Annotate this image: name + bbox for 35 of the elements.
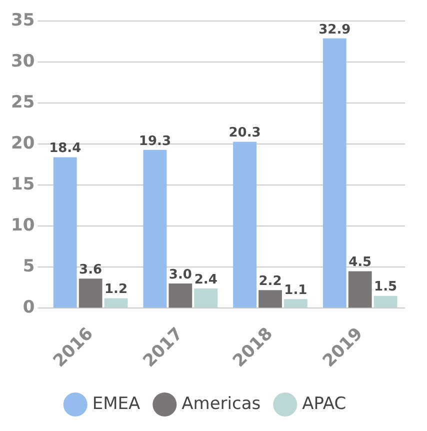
bar <box>348 271 372 308</box>
bar <box>168 284 192 308</box>
data-label: 20.3 <box>228 126 261 141</box>
bar <box>322 38 346 308</box>
data-label: 32.9 <box>318 22 351 38</box>
bar <box>258 290 282 308</box>
bar <box>104 298 128 308</box>
data-label: 1.5 <box>374 280 398 295</box>
bar <box>143 150 167 308</box>
bar <box>194 288 218 308</box>
data-label: 2.4 <box>194 272 218 288</box>
data-label: 1.2 <box>104 282 128 298</box>
legend-label: APAC <box>302 394 346 414</box>
bar <box>284 299 308 308</box>
bar <box>78 278 102 308</box>
y-tick-label: 5 <box>22 256 35 277</box>
y-tick-label: 10 <box>10 216 35 236</box>
y-tick-label: 35 <box>10 10 35 31</box>
data-label: 4.5 <box>348 255 372 270</box>
bar <box>233 142 256 308</box>
y-tick-label: 30 <box>10 52 35 72</box>
y-tick-label: 0 <box>22 298 35 318</box>
bar <box>374 296 398 308</box>
y-tick-label: 25 <box>10 92 35 113</box>
data-label: 3.0 <box>168 267 192 282</box>
y-tick-label: 20 <box>10 134 35 154</box>
y-tick-label: 15 <box>10 174 35 195</box>
data-label: 1.1 <box>284 282 308 298</box>
data-label: 3.6 <box>79 262 102 278</box>
legend-label: Americas <box>182 394 261 414</box>
data-label: 19.3 <box>138 134 171 149</box>
data-label: 2.2 <box>258 274 282 289</box>
data-label: 18.4 <box>49 141 82 156</box>
legend-label: EMEA <box>92 394 141 414</box>
bar <box>53 157 77 308</box>
